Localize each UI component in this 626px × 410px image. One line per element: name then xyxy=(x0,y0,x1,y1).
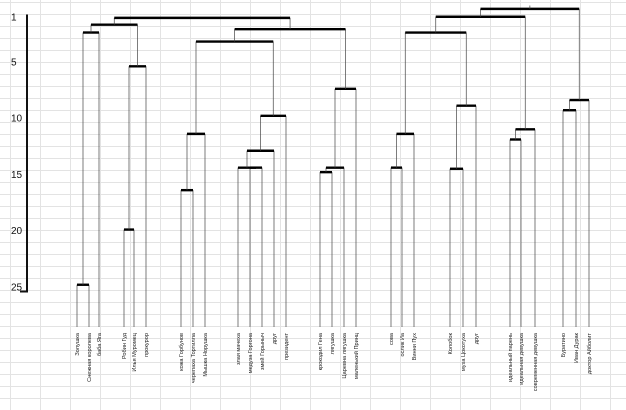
leaf-label: идеальная девушка xyxy=(519,332,525,385)
leaf-label: маленький Принц xyxy=(353,332,360,379)
leaf-label: Винни Пух xyxy=(412,333,418,361)
leaf-label: кожа Горбунов xyxy=(179,333,185,371)
y-tick-label: 25 xyxy=(11,283,23,294)
leaf-label: Снежная королева xyxy=(87,332,93,382)
leaf-label: Буратино xyxy=(561,333,567,357)
y-tick-label: 1 xyxy=(11,12,17,23)
leaf-label: муха Цокотуха xyxy=(461,332,467,371)
leaf-label: Мышка Норушка xyxy=(203,332,209,376)
leaf-label: доктор Айболит xyxy=(586,333,593,375)
leaf-label: черепаха Тортилла xyxy=(191,332,197,383)
leaf-label: злая мачеха xyxy=(236,332,242,365)
y-tick-label: 10 xyxy=(11,114,23,125)
leaf-label: прокурор xyxy=(144,333,150,357)
leaf-label: баба Яга xyxy=(97,332,103,356)
leaf-label: Золушка xyxy=(75,332,81,355)
leaf-label: Илья Муромец xyxy=(132,332,138,371)
leaf-label: ослик Иа xyxy=(400,332,406,356)
leaf-label: крокодил Гена xyxy=(318,332,324,370)
leaf-label: идеальный парень xyxy=(507,333,514,382)
leaf-label: Колобок xyxy=(448,332,454,354)
leaf-label: друг xyxy=(272,333,278,344)
leaf-label: змей Горыныч xyxy=(259,333,266,370)
leaf-label: Иван Дурак xyxy=(574,332,580,363)
leaf-label: президент xyxy=(284,333,290,360)
leaf-label: Царевна лягушка xyxy=(342,332,348,379)
leaf-label: лягушка xyxy=(330,332,336,354)
leaf-label: медуза Горгона xyxy=(248,332,254,373)
leaf-label: друг xyxy=(474,333,480,344)
leaf-label: сова xyxy=(389,332,395,345)
y-tick-label: 5 xyxy=(11,57,17,68)
leaf-label: современная девушка xyxy=(533,332,539,391)
y-tick-label: 15 xyxy=(11,170,23,181)
leaf-label: Робин Гуд xyxy=(122,332,128,359)
y-tick-label: 20 xyxy=(11,226,23,237)
